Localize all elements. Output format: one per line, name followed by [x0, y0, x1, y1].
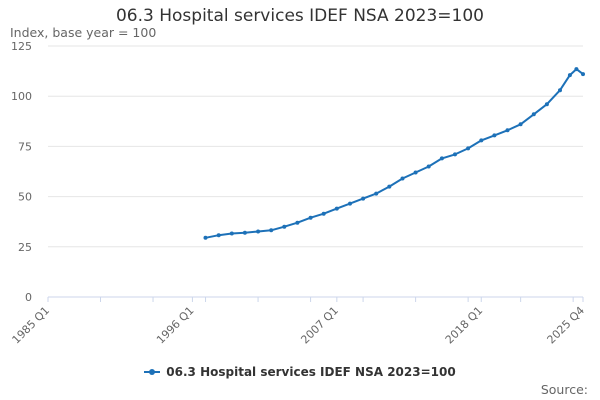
data-point: [426, 164, 431, 169]
data-point: [242, 230, 247, 235]
x-tick-label: 2007 Q1: [298, 304, 341, 347]
data-point: [361, 196, 366, 201]
data-point: [558, 88, 562, 93]
data-point: [413, 170, 418, 175]
y-tick-label: 25: [18, 241, 32, 254]
data-point: [334, 206, 339, 211]
data-point: [400, 176, 405, 181]
data-point: [574, 67, 579, 72]
data-point: [269, 228, 274, 233]
x-tick-label: 2025 Q4: [545, 304, 588, 347]
data-point: [216, 233, 221, 238]
y-tick-label: 100: [11, 90, 32, 103]
y-tick-label: 50: [18, 191, 32, 204]
y-tick-label: 125: [11, 40, 32, 53]
data-point: [387, 184, 392, 189]
data-point: [466, 146, 471, 151]
legend-label: 06.3 Hospital services IDEF NSA 2023=100: [166, 365, 456, 379]
data-point: [321, 211, 326, 216]
source-label[interactable]: Source:: [540, 382, 588, 397]
data-point: [544, 102, 549, 107]
data-point: [439, 156, 444, 161]
data-point: [308, 215, 313, 220]
x-tick-label: 1985 Q1: [10, 304, 53, 347]
data-point: [505, 128, 510, 133]
data-point: [256, 229, 261, 234]
data-point: [567, 73, 572, 78]
data-point: [282, 224, 287, 229]
chart-title: 06.3 Hospital services IDEF NSA 2023=100: [115, 6, 484, 26]
data-point: [492, 133, 497, 138]
data-point: [518, 122, 523, 127]
data-point: [203, 235, 208, 240]
series-line: [205, 68, 584, 239]
x-tick-label: 2018 Q1: [443, 304, 486, 347]
data-point: [229, 231, 234, 236]
legend-swatch: [144, 367, 161, 377]
data-point: [374, 191, 379, 196]
data-point: [531, 112, 536, 117]
data-point: [479, 138, 484, 143]
y-axis-label: Index, base year = 100: [10, 25, 157, 40]
data-point: [348, 201, 352, 206]
legend[interactable]: 06.3 Hospital services IDEF NSA 2023=100: [0, 365, 600, 379]
x-tick-label: 1996 Q1: [154, 304, 197, 347]
y-tick-label: 0: [25, 291, 32, 304]
data-point: [581, 72, 585, 77]
data-point: [453, 152, 457, 157]
data-point: [295, 220, 300, 225]
y-tick-label: 75: [18, 140, 32, 153]
